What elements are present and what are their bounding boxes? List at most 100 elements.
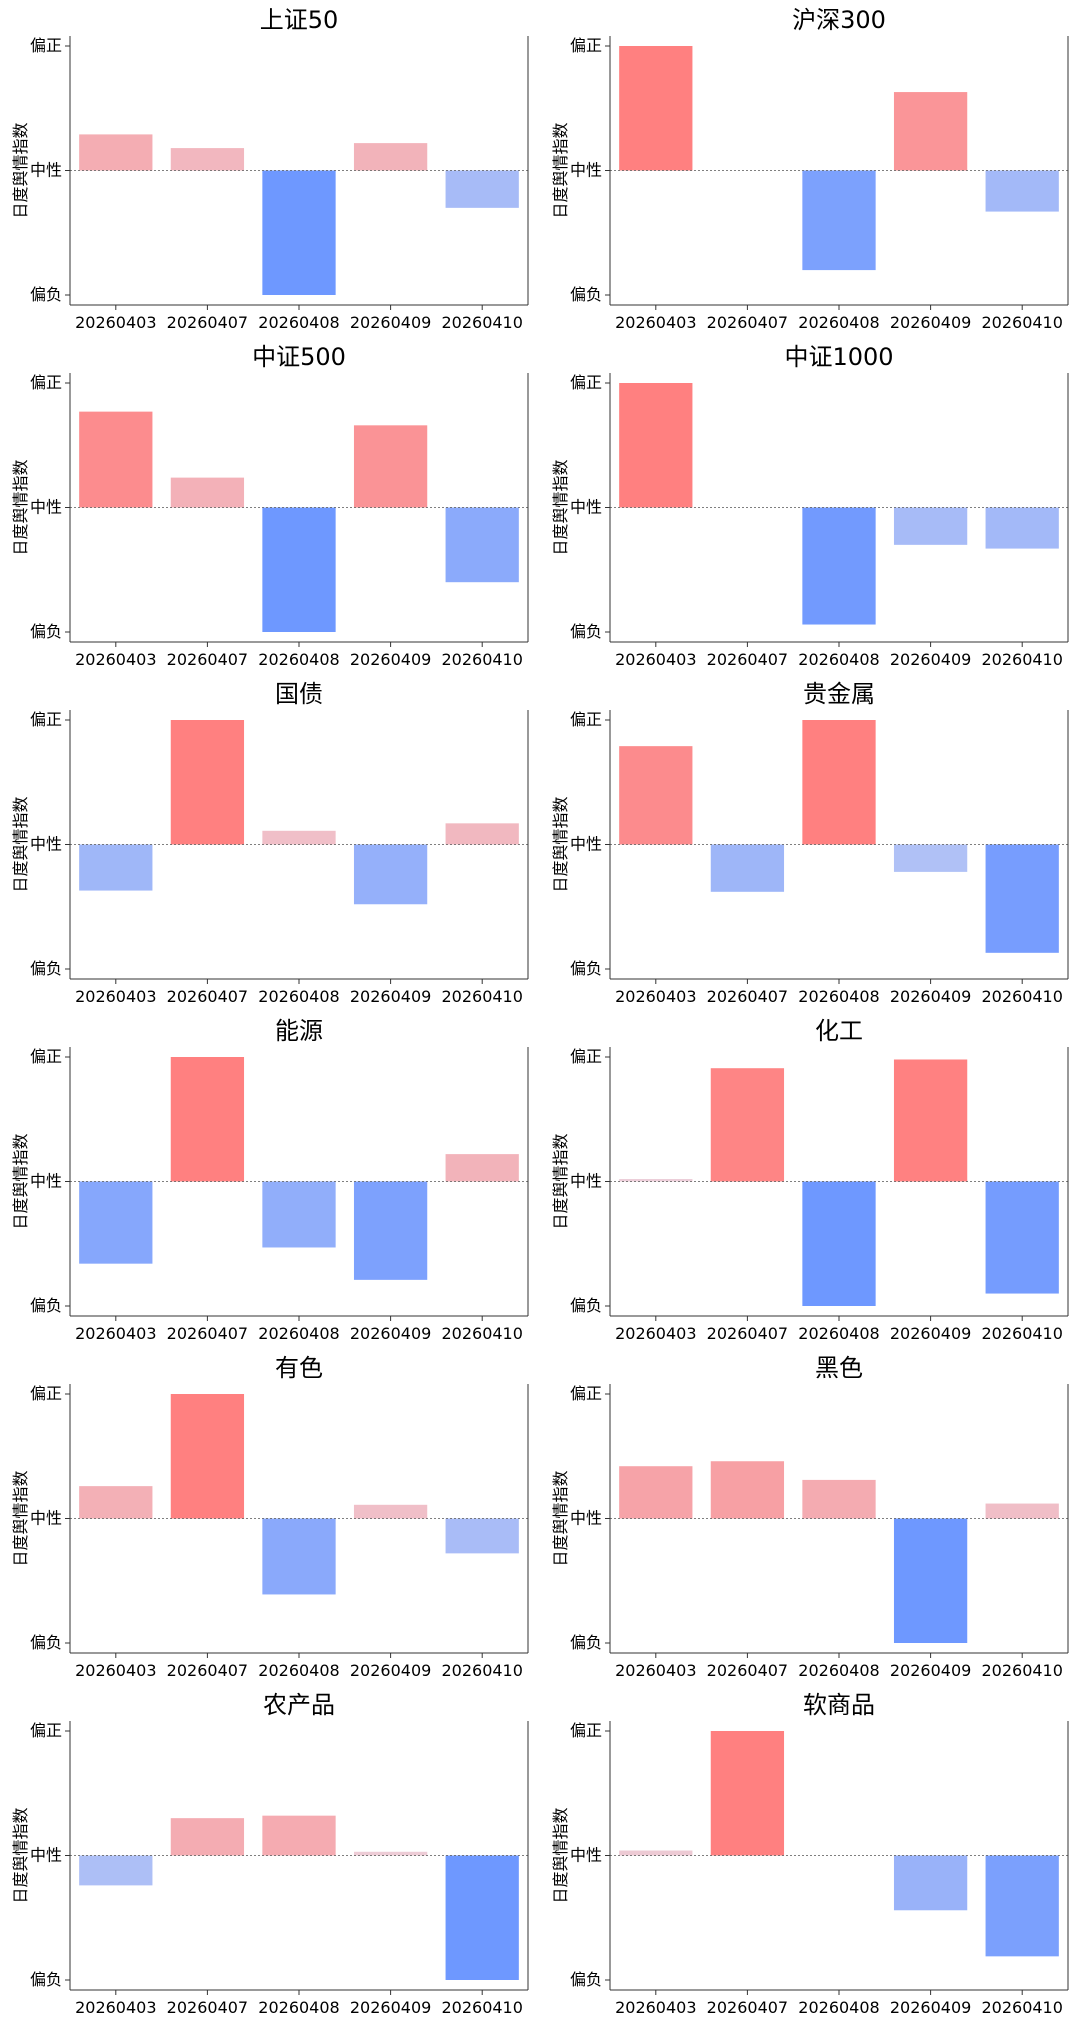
bar: [802, 170, 876, 271]
x-tick-label: 20260408: [798, 1324, 879, 1343]
bar: [985, 844, 1059, 953]
x-tick-label: 20260410: [981, 1998, 1062, 2017]
bar: [619, 1466, 693, 1519]
x-tick-label: 20260407: [707, 1998, 788, 2017]
x-tick-label: 20260409: [350, 1324, 431, 1343]
x-tick-label: 20260410: [441, 1324, 522, 1343]
x-tick-label: 20260408: [258, 1324, 339, 1343]
x-tick-label: 20260409: [350, 313, 431, 332]
bar: [619, 1850, 693, 1856]
x-tick-label: 20260409: [890, 987, 971, 1006]
bar: [262, 1815, 336, 1856]
y-tick-label: 偏正: [30, 710, 62, 729]
chart-title: 国债: [275, 680, 323, 708]
bar: [893, 1059, 968, 1182]
y-axis-label: 日度舆情指数: [551, 459, 570, 555]
bar: [445, 1855, 519, 1980]
bar: [262, 830, 336, 845]
y-tick-label: 中性: [570, 835, 602, 854]
bar: [893, 844, 968, 872]
x-tick-label: 20260407: [707, 650, 788, 669]
chart-panel: 沪深300 日度舆情指数 偏负 中性 偏正 20260403 20260407 2026040…: [540, 0, 1080, 337]
y-tick-label: 中性: [30, 1846, 62, 1865]
y-tick-label: 偏负: [570, 1970, 602, 1989]
bar: [802, 720, 876, 845]
x-tick-label: 20260410: [981, 1661, 1062, 1680]
bar: [262, 1518, 336, 1595]
chart-title: 贵金属: [803, 680, 875, 708]
x-tick-label: 20260410: [981, 313, 1062, 332]
y-tick-label: 偏负: [30, 622, 62, 641]
x-tick-label: 20260409: [890, 313, 971, 332]
x-tick-label: 20260403: [75, 1998, 156, 2017]
y-axis-label: 日度舆情指数: [11, 796, 30, 892]
chart-panel: 软商品 日度舆情指数 偏负 中性 偏正 20260403 20260407 20260408 2…: [540, 1685, 1080, 2022]
y-tick-label: 中性: [30, 1509, 62, 1528]
y-axis-label: 日度舆情指数: [11, 1470, 30, 1566]
chart-title: 化工: [815, 1017, 863, 1045]
chart-title: 软商品: [803, 1691, 875, 1719]
y-tick-label: 偏正: [30, 373, 62, 392]
y-tick-label: 偏负: [570, 285, 602, 304]
y-tick-label: 偏负: [30, 959, 62, 978]
chart-panel: 农产品 日度舆情指数 偏负 中性 偏正 20260403 20260407 20260408 2…: [0, 1685, 540, 2022]
x-tick-label: 20260403: [615, 1661, 696, 1680]
bar: [445, 1518, 519, 1554]
x-tick-label: 20260408: [258, 987, 339, 1006]
chart-panel: 贵金属 日度舆情指数 偏负 中性 偏正 20260403 20260407 20260408 2…: [540, 674, 1080, 1011]
x-tick-label: 20260409: [890, 650, 971, 669]
x-tick-label: 20260409: [350, 1661, 431, 1680]
bar: [170, 477, 245, 508]
bar: [79, 1486, 153, 1519]
x-tick-label: 20260407: [167, 987, 248, 1006]
x-tick-label: 20260410: [981, 1324, 1062, 1343]
bar: [802, 1479, 876, 1519]
bar: [262, 507, 336, 632]
y-tick-label: 中性: [30, 161, 62, 180]
chart-panel: 上证50 日度舆情指数 偏负 中性 偏正 20260403 20260407 20260408…: [0, 0, 540, 337]
x-tick-label: 20260410: [981, 987, 1062, 1006]
bar: [445, 507, 519, 583]
bar: [893, 1855, 968, 1911]
y-tick-label: 中性: [30, 835, 62, 854]
y-tick-label: 偏正: [570, 373, 602, 392]
y-tick-label: 中性: [570, 498, 602, 517]
x-tick-label: 20260408: [798, 313, 879, 332]
y-tick-label: 偏正: [570, 1047, 602, 1066]
bar: [985, 507, 1059, 549]
x-tick-label: 20260403: [75, 650, 156, 669]
bar: [170, 1818, 245, 1856]
chart-title: 中证500: [252, 343, 346, 371]
y-tick-label: 偏正: [30, 1384, 62, 1403]
chart-title: 中证1000: [784, 343, 893, 371]
x-tick-label: 20260403: [75, 1661, 156, 1680]
bar: [170, 1394, 245, 1519]
y-tick-label: 偏正: [30, 1047, 62, 1066]
chart-title: 上证50: [260, 6, 339, 34]
y-axis-label: 日度舆情指数: [551, 1470, 570, 1566]
x-tick-label: 20260407: [167, 1998, 248, 2017]
x-tick-label: 20260407: [167, 313, 248, 332]
x-tick-label: 20260403: [615, 1998, 696, 2017]
x-tick-label: 20260407: [707, 987, 788, 1006]
y-tick-label: 偏正: [570, 1721, 602, 1740]
chart-title: 能源: [275, 1017, 323, 1045]
chart-panel: 能源 日度舆情指数 偏负 中性 偏正 20260403 20260407 20260408 20…: [0, 1011, 540, 1348]
x-tick-label: 20260403: [615, 650, 696, 669]
bar: [619, 1179, 693, 1182]
y-axis-label: 日度舆情指数: [11, 1807, 30, 1903]
bar: [353, 425, 428, 508]
x-tick-label: 20260403: [615, 313, 696, 332]
y-tick-label: 中性: [570, 161, 602, 180]
x-tick-label: 20260403: [615, 987, 696, 1006]
x-tick-label: 20260408: [798, 987, 879, 1006]
x-tick-label: 20260410: [441, 650, 522, 669]
